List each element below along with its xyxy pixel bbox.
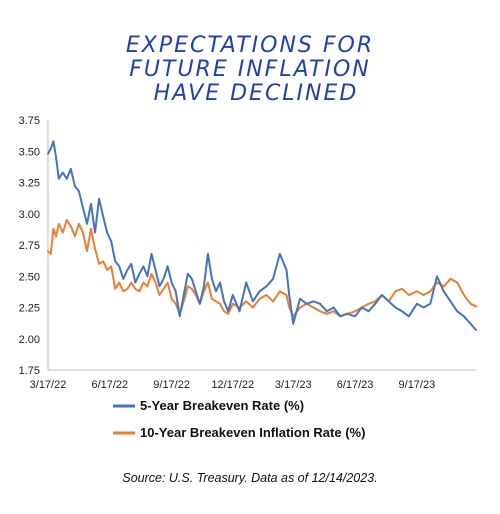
- legend-label: 5-Year Breakeven Rate (%): [140, 398, 304, 413]
- y-tick-label: 3.75: [19, 115, 40, 127]
- chart-title-line: EXPECTATIONS FOR: [126, 33, 374, 58]
- x-tick-label: 12/17/22: [211, 379, 254, 391]
- chart-title-line: FUTURE INFLATION: [129, 57, 370, 82]
- y-tick-label: 1.75: [19, 365, 40, 377]
- y-tick-label: 2.75: [19, 240, 40, 252]
- x-tick-label: 3/17/22: [30, 379, 67, 391]
- y-tick-label: 3.50: [19, 146, 40, 158]
- chart-axes: 1.75 2.00 2.25 2.50 2.75 3.00 3.25 3.50 3.75 3/17…: [19, 115, 476, 391]
- source-note: Source: U.S. Treasury. Data as of 12/14/…: [122, 471, 377, 485]
- chart-legend: 5-Year Breakeven Rate (%) 10-Year Breakev…: [113, 398, 365, 440]
- series-line-10-year: [47, 219, 477, 318]
- x-tick-label: 3/17/23: [275, 379, 312, 391]
- legend-label: 10-Year Breakeven Inflation Rate (%): [140, 425, 365, 440]
- y-tick-label: 2.50: [19, 271, 40, 283]
- x-tick-label: 6/17/22: [91, 379, 128, 391]
- y-tick-label: 2.00: [19, 334, 40, 346]
- chart-title-line: HAVE DECLINED: [154, 81, 359, 106]
- x-tick-label: 6/17/23: [337, 379, 374, 391]
- y-tick-label: 3.00: [19, 209, 40, 221]
- y-tick-label: 2.25: [19, 303, 40, 315]
- x-tick-label: 9/17/23: [399, 379, 436, 391]
- y-tick-label: 3.25: [19, 178, 40, 190]
- chart-lines: [47, 140, 477, 331]
- series-line-5-year: [47, 140, 477, 331]
- x-tick-label: 9/17/22: [153, 379, 190, 391]
